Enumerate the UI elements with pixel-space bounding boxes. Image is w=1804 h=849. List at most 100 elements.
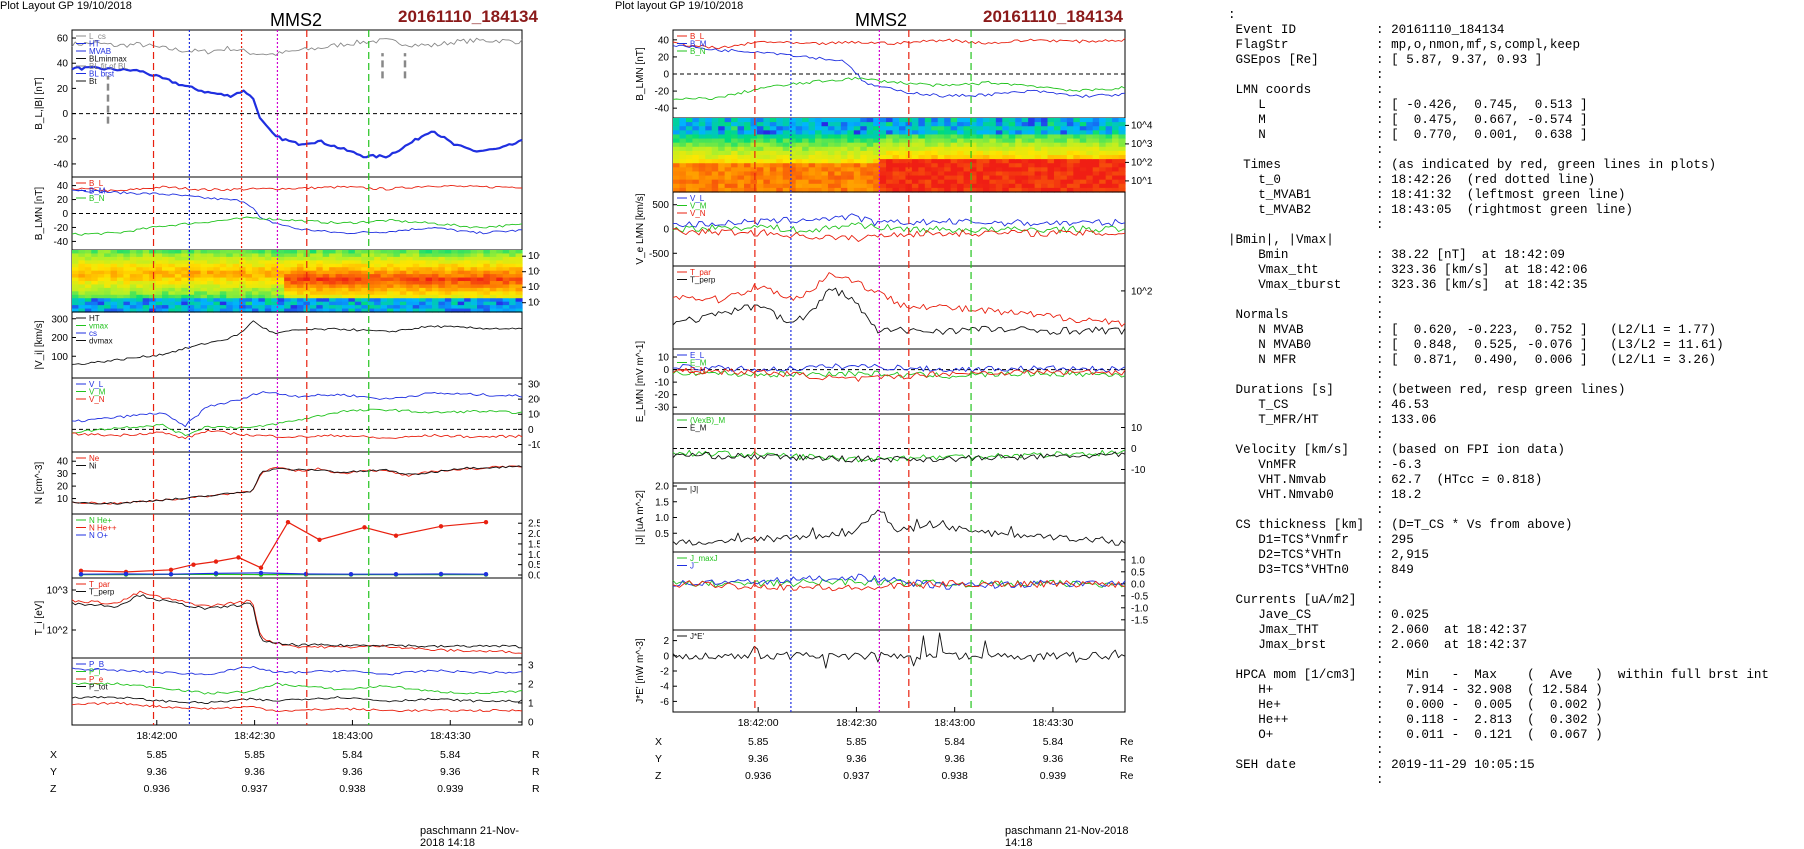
spectrogram-cell bbox=[886, 184, 893, 189]
spectrogram-cell bbox=[718, 126, 725, 131]
spectrogram-cell bbox=[783, 167, 790, 172]
spectrogram-cell bbox=[925, 155, 932, 160]
info-row: CS thickness [km]: (D=T_CS * Vs from abo… bbox=[1228, 518, 1804, 533]
spectrogram-cell bbox=[246, 305, 253, 309]
spectrogram-cell bbox=[718, 155, 725, 160]
spectrogram-cell bbox=[996, 180, 1003, 185]
spectrogram-cell bbox=[181, 298, 188, 302]
spectrogram-cell bbox=[175, 253, 182, 257]
spectrogram-cell bbox=[1080, 139, 1087, 144]
spectrogram-cell bbox=[925, 184, 932, 189]
spectrogram-cell bbox=[686, 176, 693, 181]
series-line bbox=[673, 574, 1125, 589]
spectrogram-cell bbox=[355, 281, 362, 285]
spectrogram-cell bbox=[426, 271, 433, 275]
spectrogram-cell bbox=[213, 250, 220, 254]
info-value: : 38.22 [nT] at 18:42:09 bbox=[1376, 248, 1804, 263]
spectrogram-cell bbox=[239, 274, 246, 278]
spectrogram-cell bbox=[226, 271, 233, 275]
spectrogram-cell bbox=[213, 274, 220, 278]
series-line bbox=[81, 522, 486, 572]
spectrogram-cell bbox=[413, 264, 420, 268]
series-line bbox=[673, 633, 1125, 668]
info-value: : [ 0.620, -0.223, 0.752 ] (L2/L1 = 1.77… bbox=[1376, 323, 1804, 338]
spectrogram-cell bbox=[188, 278, 195, 282]
spectrogram-cell bbox=[815, 134, 822, 139]
spectrogram-cell bbox=[841, 176, 848, 181]
spectrogram-cell bbox=[400, 250, 407, 254]
spectrogram-cell bbox=[1119, 155, 1126, 160]
spectrogram-cell bbox=[503, 284, 510, 288]
spectrogram-cell bbox=[841, 163, 848, 168]
spectrogram-cell bbox=[1106, 184, 1113, 189]
spectrogram-cell bbox=[503, 278, 510, 282]
spectrogram-cell bbox=[278, 271, 285, 275]
spectrogram-cell bbox=[925, 134, 932, 139]
spectrogram-cell bbox=[316, 274, 323, 278]
spectrogram-cell bbox=[419, 271, 426, 275]
spectrogram-cell bbox=[918, 167, 925, 172]
spectrogram-cell bbox=[970, 180, 977, 185]
spectrogram-cell bbox=[1002, 155, 1009, 160]
spectrogram-cell bbox=[438, 250, 445, 254]
spectrogram-cell bbox=[239, 260, 246, 264]
spectrogram-cell bbox=[944, 167, 951, 172]
info-row: H+: 7.914 - 32.908 ( 12.584 ) bbox=[1228, 683, 1804, 698]
spectrogram-cell bbox=[265, 250, 272, 254]
spectrogram-cell bbox=[503, 260, 510, 264]
spectrogram-cell bbox=[1080, 159, 1087, 164]
spectrogram-cell bbox=[258, 284, 265, 288]
spectrogram-cell bbox=[291, 260, 298, 264]
spectrogram-cell bbox=[477, 284, 484, 288]
spectrogram-cell bbox=[1086, 118, 1093, 123]
info-row: : bbox=[1228, 143, 1804, 158]
spectrogram-cell bbox=[233, 253, 240, 257]
spectrogram-cell bbox=[1028, 184, 1035, 189]
spectrogram-cell bbox=[776, 176, 783, 181]
spectrogram-cell bbox=[867, 122, 874, 127]
spectrogram-cell bbox=[847, 143, 854, 148]
spectrogram-cell bbox=[809, 134, 816, 139]
spectrogram-cell bbox=[679, 130, 686, 135]
info-row: Vmax_tht: 323.36 [km/s] at 18:42:06 bbox=[1228, 263, 1804, 278]
spectrogram-cell bbox=[284, 284, 291, 288]
spectrogram-cell bbox=[750, 155, 757, 160]
spectrogram-cell bbox=[143, 264, 150, 268]
spectrogram-cell bbox=[867, 176, 874, 181]
spectrogram-cell bbox=[893, 143, 900, 148]
spectrogram-cell bbox=[854, 176, 861, 181]
spectrogram-cell bbox=[393, 278, 400, 282]
y-tick-label: 10 bbox=[57, 494, 69, 505]
spectrogram-cell bbox=[143, 291, 150, 295]
spectrogram-cell bbox=[918, 163, 925, 168]
spectrogram-cell bbox=[886, 143, 893, 148]
spectrogram-cell bbox=[725, 171, 732, 176]
info-value: : 18.2 bbox=[1376, 488, 1804, 503]
spectrogram-cell bbox=[957, 155, 964, 160]
legend-entry: Ni bbox=[89, 462, 97, 471]
spectrogram-cell bbox=[964, 184, 971, 189]
spectrogram-cell bbox=[1048, 122, 1055, 127]
spectrogram-cell bbox=[679, 122, 686, 127]
spectrogram-cell bbox=[718, 176, 725, 181]
info-value: : 2,915 bbox=[1376, 548, 1804, 563]
spectrogram-cell bbox=[964, 139, 971, 144]
spectrogram-cell bbox=[252, 257, 259, 261]
spectrogram-cell bbox=[310, 257, 317, 261]
spectrogram-cell bbox=[1054, 126, 1061, 131]
spectrogram-cell bbox=[699, 147, 706, 152]
spectrogram-cell bbox=[860, 184, 867, 189]
spectrogram-cell bbox=[336, 281, 343, 285]
spectrogram-cell bbox=[815, 139, 822, 144]
spectrogram-cell bbox=[731, 159, 738, 164]
spectrogram-cell bbox=[181, 257, 188, 261]
spectrogram-cell bbox=[912, 184, 919, 189]
spectrogram-cell bbox=[361, 302, 368, 306]
spectrogram-cell bbox=[284, 253, 291, 257]
spectrogram-cell bbox=[1041, 126, 1048, 131]
spectrogram-cell bbox=[483, 305, 490, 309]
spectrogram-cell bbox=[802, 184, 809, 189]
spectrogram-cell bbox=[1106, 167, 1113, 172]
spectrogram-cell bbox=[1028, 147, 1035, 152]
panel-frame bbox=[673, 192, 1125, 266]
